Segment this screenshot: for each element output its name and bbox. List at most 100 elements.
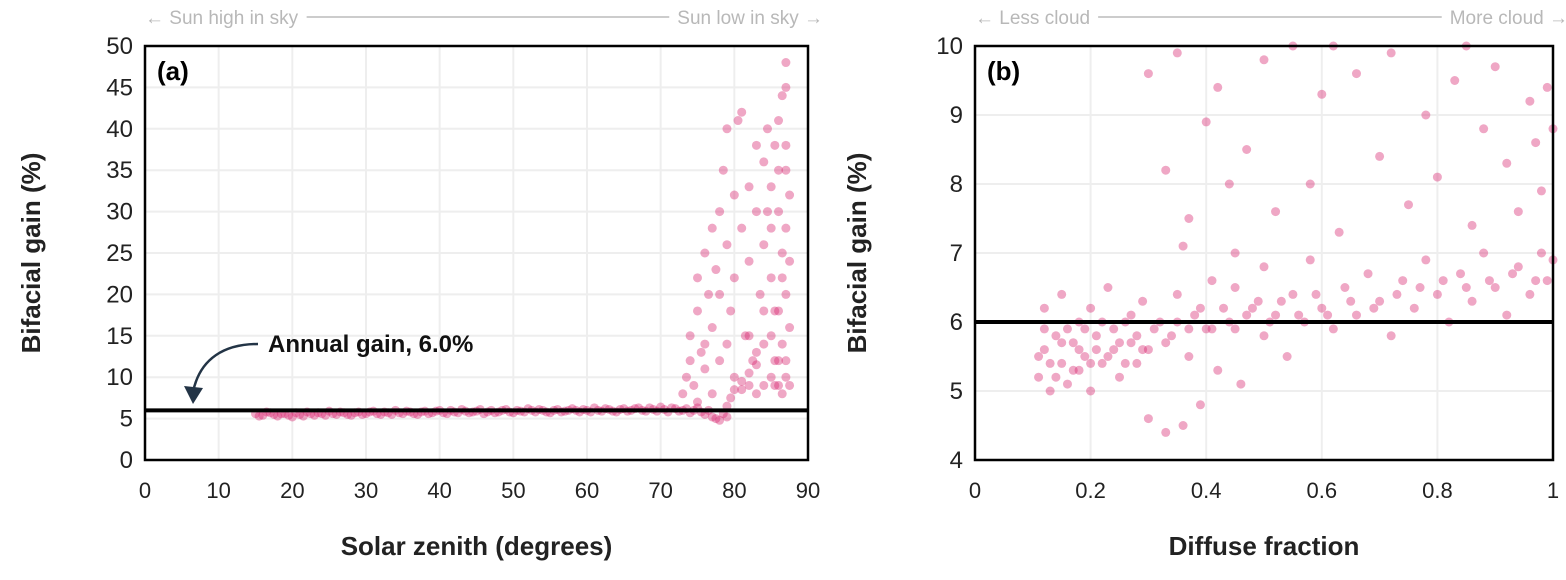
data-point <box>751 140 761 150</box>
data-point <box>1224 179 1234 189</box>
x-tick-label: 70 <box>648 478 672 503</box>
data-point <box>1259 55 1269 65</box>
data-point <box>1086 386 1096 396</box>
data-point <box>1045 358 1055 368</box>
data-point <box>1398 276 1408 286</box>
data-point <box>1259 331 1269 341</box>
data-point <box>1311 289 1321 299</box>
data-point <box>1230 248 1240 258</box>
data-point <box>766 273 776 283</box>
data-point <box>1305 255 1315 265</box>
data-point <box>744 331 754 341</box>
x-axis-label: Diffuse fraction <box>1169 531 1360 561</box>
data-point <box>689 380 699 390</box>
data-point <box>1271 207 1281 217</box>
panel-label: (b) <box>987 56 1020 86</box>
data-point <box>1207 276 1217 286</box>
data-point <box>1109 345 1119 355</box>
data-point <box>1450 76 1460 85</box>
data-point <box>1415 283 1425 292</box>
data-point <box>346 410 356 420</box>
data-point <box>1051 331 1061 341</box>
data-point <box>1091 345 1101 355</box>
data-point <box>1536 248 1546 258</box>
data-point <box>1115 338 1124 348</box>
data-point <box>1542 82 1552 92</box>
y-tick-label: 7 <box>950 240 963 267</box>
data-point <box>1138 296 1148 306</box>
x-tick-label: 0.8 <box>1422 478 1453 503</box>
data-point <box>284 410 294 420</box>
data-point <box>722 240 732 250</box>
data-point <box>1461 283 1471 292</box>
data-point <box>258 410 268 420</box>
data-point <box>770 380 780 390</box>
data-point <box>733 116 743 126</box>
data-point <box>759 339 769 349</box>
data-point <box>785 323 795 333</box>
data-point <box>1351 310 1361 320</box>
data-point <box>685 331 695 341</box>
data-point <box>759 157 769 167</box>
data-point <box>298 411 308 421</box>
data-point <box>1253 296 1263 306</box>
data-point <box>1363 269 1373 279</box>
data-point <box>1138 345 1148 355</box>
data-point <box>1086 303 1096 313</box>
data-point <box>781 372 791 382</box>
y-tick-label: 50 <box>106 33 133 60</box>
data-point <box>254 411 264 421</box>
data-point <box>1201 117 1211 127</box>
data-point <box>1531 138 1541 148</box>
plot-frame <box>973 44 1555 462</box>
data-point <box>785 380 795 390</box>
data-point <box>273 411 283 421</box>
data-point <box>1080 324 1090 334</box>
y-tick-label: 25 <box>106 240 133 267</box>
data-point <box>1421 255 1431 265</box>
data-point <box>1161 427 1171 437</box>
x-tick-label: 0.6 <box>1307 478 1338 503</box>
data-point <box>1531 276 1541 286</box>
y-tick-label: 4 <box>950 447 963 474</box>
data-point <box>766 182 776 192</box>
data-point <box>707 389 717 399</box>
data-point <box>1404 200 1413 210</box>
y-tick-label: 10 <box>936 33 963 60</box>
data-point <box>1236 379 1246 389</box>
x-tick-label: 0.2 <box>1075 478 1106 503</box>
data-point <box>726 393 736 403</box>
data-point <box>711 414 721 424</box>
data-point <box>1103 352 1113 361</box>
data-point <box>1057 358 1067 368</box>
data-point <box>1184 324 1194 334</box>
data-point <box>1034 372 1044 382</box>
data-point <box>770 306 780 316</box>
data-point <box>1317 89 1327 99</box>
data-point <box>704 289 714 299</box>
y-tick-label: 15 <box>106 323 133 350</box>
y-axis-label: Bifacial gain (%) <box>16 153 46 354</box>
data-point <box>729 273 739 283</box>
x-tick-label: 10 <box>206 478 230 503</box>
y-tick-label: 5 <box>120 406 133 433</box>
data-point <box>1103 283 1113 292</box>
y-tick-label: 10 <box>106 364 133 391</box>
data-point <box>774 356 784 366</box>
data-point <box>1432 172 1442 182</box>
data-point <box>759 306 769 316</box>
data-point <box>774 116 784 126</box>
data-point <box>715 289 725 299</box>
annotation-arrowhead <box>184 386 203 404</box>
data-point <box>777 91 787 101</box>
data-point <box>1132 358 1142 368</box>
annual-gain-annotation: Annual gain, 6.0% <box>268 331 473 358</box>
data-point <box>1542 276 1552 286</box>
data-point <box>1242 310 1252 320</box>
data-point <box>711 265 721 275</box>
data-point <box>1467 220 1477 230</box>
data-point <box>777 339 787 349</box>
data-point <box>693 397 702 407</box>
data-point <box>1432 289 1442 299</box>
x-tick-label: 60 <box>575 478 599 503</box>
